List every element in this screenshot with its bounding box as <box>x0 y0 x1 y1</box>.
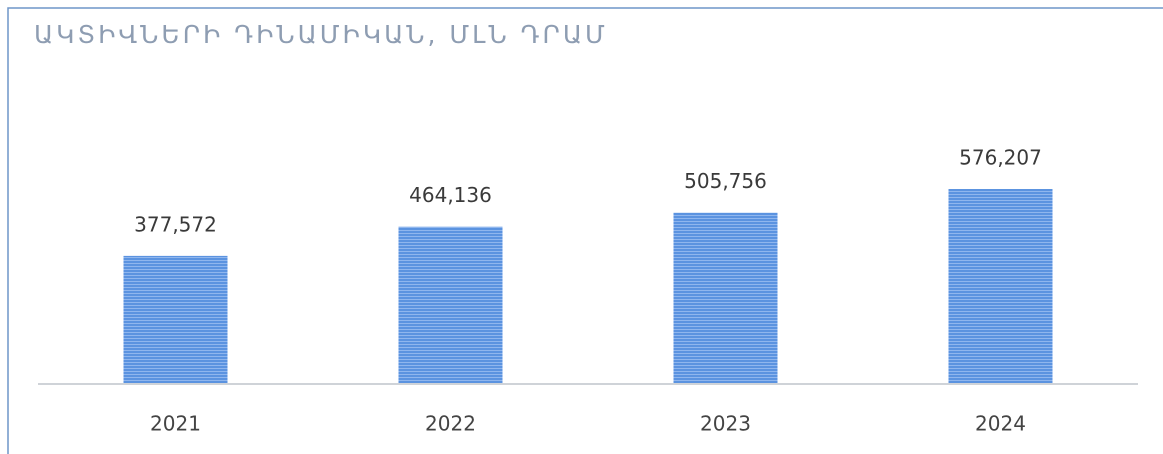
x-tick-label: 2021 <box>150 412 201 436</box>
frame <box>7 7 1163 454</box>
value-label: 505,756 <box>684 169 767 193</box>
bar <box>123 255 228 383</box>
bar <box>673 212 778 383</box>
value-label: 576,207 <box>959 146 1042 170</box>
chart-title: ԱԿՏԻՎՆԵՐԻ ԴԻՆԱՄԻԿԱՆ, ՄԼՆ ԴՐԱՄ <box>34 20 608 49</box>
value-label: 464,136 <box>409 183 492 207</box>
x-tick-label: 2023 <box>700 412 751 436</box>
bar <box>398 226 503 383</box>
bar <box>948 189 1053 383</box>
x-tick-label: 2022 <box>425 412 476 436</box>
value-label: 377,572 <box>134 212 217 236</box>
x-tick-label: 2024 <box>975 412 1026 436</box>
